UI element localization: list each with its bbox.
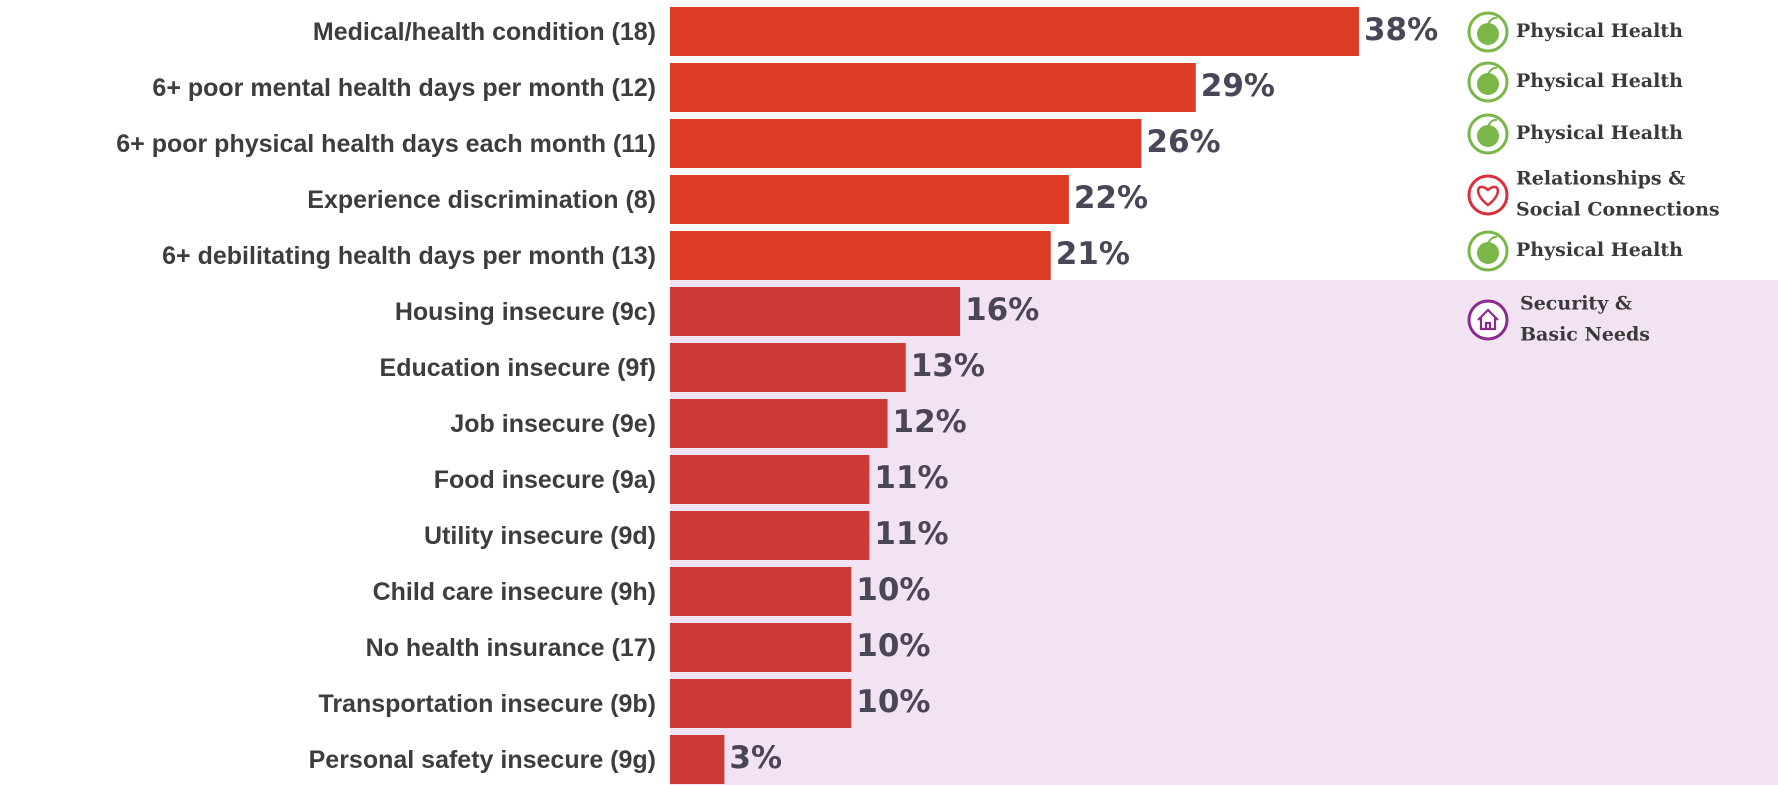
tag-icon-leaf <box>1487 235 1498 244</box>
value-label: 16% <box>965 292 1039 328</box>
category-label: Child care insecure (9h) <box>373 578 656 606</box>
bar <box>670 567 852 616</box>
bar <box>670 175 1069 224</box>
tag-label: Physical Health <box>1516 20 1683 42</box>
tag-icon <box>1477 242 1499 264</box>
category-label: Education insecure (9f) <box>380 354 656 382</box>
bar <box>670 7 1359 56</box>
category-label: 6+ poor physical health days each month … <box>116 130 656 158</box>
tag-icon-ring <box>1467 299 1509 341</box>
value-label: 10% <box>856 572 930 608</box>
tag-icon-ring <box>1467 174 1509 216</box>
bar <box>670 511 870 560</box>
bar <box>670 343 906 392</box>
bar <box>670 287 961 336</box>
bar <box>670 623 852 672</box>
value-label: 10% <box>856 628 930 664</box>
bar <box>670 63 1196 112</box>
category-label: No health insurance (17) <box>366 634 656 662</box>
category-label: Transportation insecure (9b) <box>318 690 656 718</box>
value-label: 12% <box>893 404 967 440</box>
category-label: 6+ poor mental health days per month (12… <box>152 74 656 102</box>
category-label: Personal safety insecure (9g) <box>309 746 656 774</box>
tag-label: Physical Health <box>1516 239 1683 261</box>
tag-label: Social Connections <box>1516 199 1720 221</box>
bar <box>670 231 1051 280</box>
value-label: 10% <box>856 684 930 720</box>
value-label: 38% <box>1364 12 1438 48</box>
value-label: 11% <box>874 460 948 496</box>
value-label: 22% <box>1074 180 1148 216</box>
tag-label: Basic Needs <box>1520 324 1650 346</box>
category-label: Job insecure (9e) <box>450 410 656 438</box>
tag-label: Security & <box>1520 293 1632 315</box>
value-label: 29% <box>1201 68 1275 104</box>
tag-icon <box>1477 23 1499 45</box>
tag-label: Relationships & <box>1516 168 1685 190</box>
bar <box>670 119 1142 168</box>
tag-icon <box>1477 125 1499 147</box>
category-label: 6+ debilitating health days per month (1… <box>162 242 656 270</box>
tag-icon <box>1477 73 1499 95</box>
bar <box>670 399 888 448</box>
tag-label: Physical Health <box>1516 70 1683 92</box>
value-label: 21% <box>1056 236 1130 272</box>
bar <box>670 679 852 728</box>
bar <box>670 735 725 784</box>
category-label: Housing insecure (9c) <box>395 298 656 326</box>
category-label: Experience discrimination (8) <box>307 186 656 214</box>
tag-label: Physical Health <box>1516 122 1683 144</box>
value-label: 26% <box>1146 124 1220 160</box>
category-label: Food insecure (9a) <box>434 466 656 494</box>
category-label: Utility insecure (9d) <box>424 522 656 550</box>
tag-icon <box>1477 308 1499 331</box>
bar <box>670 455 870 504</box>
tag-icon-leaf <box>1487 118 1498 127</box>
tag-icon <box>1477 185 1499 207</box>
value-label: 13% <box>911 348 985 384</box>
value-label: 3% <box>729 740 782 776</box>
category-label: Medical/health condition (18) <box>313 18 656 46</box>
value-label: 11% <box>874 516 948 552</box>
tag-icon-leaf <box>1487 16 1498 25</box>
tag-icon-leaf <box>1487 66 1498 75</box>
